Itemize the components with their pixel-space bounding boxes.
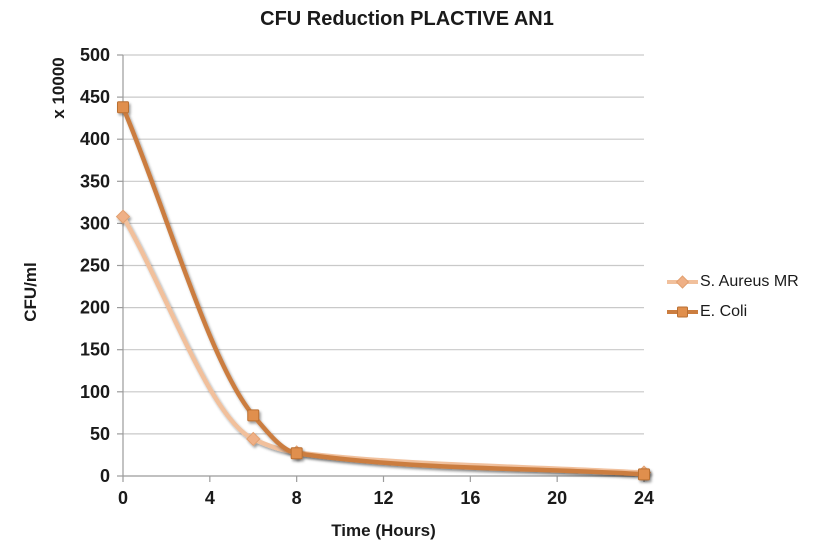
x-tick-label-16: 16 bbox=[460, 488, 480, 508]
chart-title: CFU Reduction PLACTIVE AN1 bbox=[260, 8, 554, 30]
y-tick-label-500: 500 bbox=[80, 45, 110, 65]
e-coli-square-marker-icon bbox=[666, 303, 699, 321]
x-tick-label-0: 0 bbox=[118, 488, 128, 508]
s-aureus-diamond-marker-icon bbox=[666, 273, 699, 291]
x-tick-label-8: 8 bbox=[292, 488, 302, 508]
gridlines bbox=[123, 54, 644, 435]
legend: S. Aureus MR E. Coli bbox=[666, 267, 799, 327]
y-tick-label-50: 50 bbox=[90, 424, 110, 444]
y-tick-label-200: 200 bbox=[80, 298, 110, 318]
legend-label-s-aureus-mr: S. Aureus MR bbox=[700, 273, 799, 290]
legend-item-s-aureus-mr: S. Aureus MR bbox=[666, 267, 799, 297]
y-tick-label-450: 450 bbox=[80, 87, 110, 107]
y-tick-label-400: 400 bbox=[80, 129, 110, 149]
y-tick-label-150: 150 bbox=[80, 340, 110, 360]
y-tick-label-100: 100 bbox=[80, 382, 110, 402]
x-tick-label-24: 24 bbox=[634, 488, 654, 508]
x-axis-title: Time (Hours) bbox=[331, 521, 436, 540]
x-tick-label-12: 12 bbox=[373, 488, 393, 508]
legend-label-e-coli: E. Coli bbox=[700, 303, 748, 320]
tick-labels: 0 50 100 150 200 250 300 350 400 450 500 0 4 8 12 16 20 2… bbox=[80, 45, 654, 508]
series-e-coli bbox=[117, 101, 650, 481]
y-tick-label-350: 350 bbox=[80, 171, 110, 191]
y-tick-label-250: 250 bbox=[80, 256, 110, 276]
series-s-aureus-mr bbox=[115, 209, 652, 480]
axes bbox=[117, 54, 645, 482]
y-tick-label-300: 300 bbox=[80, 213, 110, 233]
y-tick-label-0: 0 bbox=[100, 466, 110, 486]
x-tick-label-20: 20 bbox=[547, 488, 567, 508]
legend-item-e-coli: E. Coli bbox=[666, 297, 799, 327]
x-tick-label-4: 4 bbox=[205, 488, 215, 508]
